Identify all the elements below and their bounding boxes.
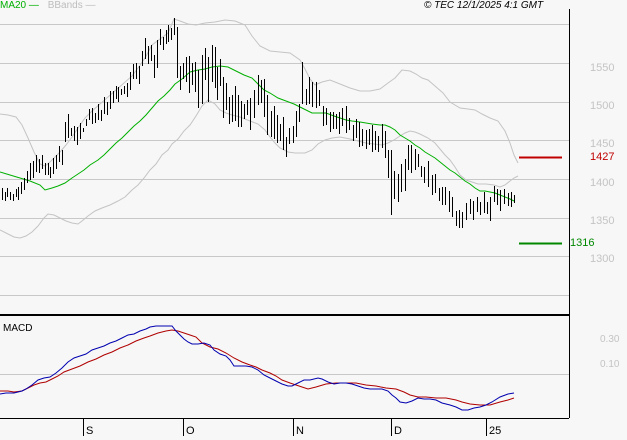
price-gridlines: [0, 24, 569, 296]
macd-tick-010: 0.10: [600, 359, 620, 370]
price-tick-1300: 1300: [590, 253, 615, 265]
price-tick-1500: 1500: [590, 100, 615, 112]
x-tick-2025: 25: [489, 425, 502, 437]
macd-line: [0, 325, 515, 411]
price-bars: [2, 18, 515, 228]
macd-title: MACD: [3, 323, 33, 334]
price-tick-1350: 1350: [590, 215, 615, 227]
bollinger-bands: [0, 18, 519, 239]
x-tick-oct: O: [186, 425, 195, 437]
copyright-timestamp: © TEC 12/1/2025 4:1 GMT: [424, 0, 544, 11]
macd-tick-030: 0.30: [600, 334, 620, 345]
price-tick-1450: 1450: [590, 138, 615, 150]
legend-ma20-swatch: —: [26, 0, 39, 11]
macd-signal-line: [0, 329, 515, 406]
legend-bbands: BBands: [47, 0, 83, 11]
price-tick-1400: 1400: [590, 177, 615, 189]
x-tick-sep: S: [86, 425, 94, 437]
ma20-line: [0, 65, 515, 202]
support-label: 1316: [570, 237, 595, 249]
x-axis-ticks: [83, 419, 487, 436]
chart-legend: MA20 — BBands —: [0, 0, 96, 12]
resistance-label: 1427: [590, 151, 615, 163]
legend-ma20: MA20: [0, 0, 27, 11]
price-tick-1550: 1550: [590, 62, 615, 74]
x-tick-dec: D: [394, 425, 402, 437]
legend-bbands-swatch: —: [82, 0, 96, 11]
x-tick-nov: N: [296, 425, 304, 437]
